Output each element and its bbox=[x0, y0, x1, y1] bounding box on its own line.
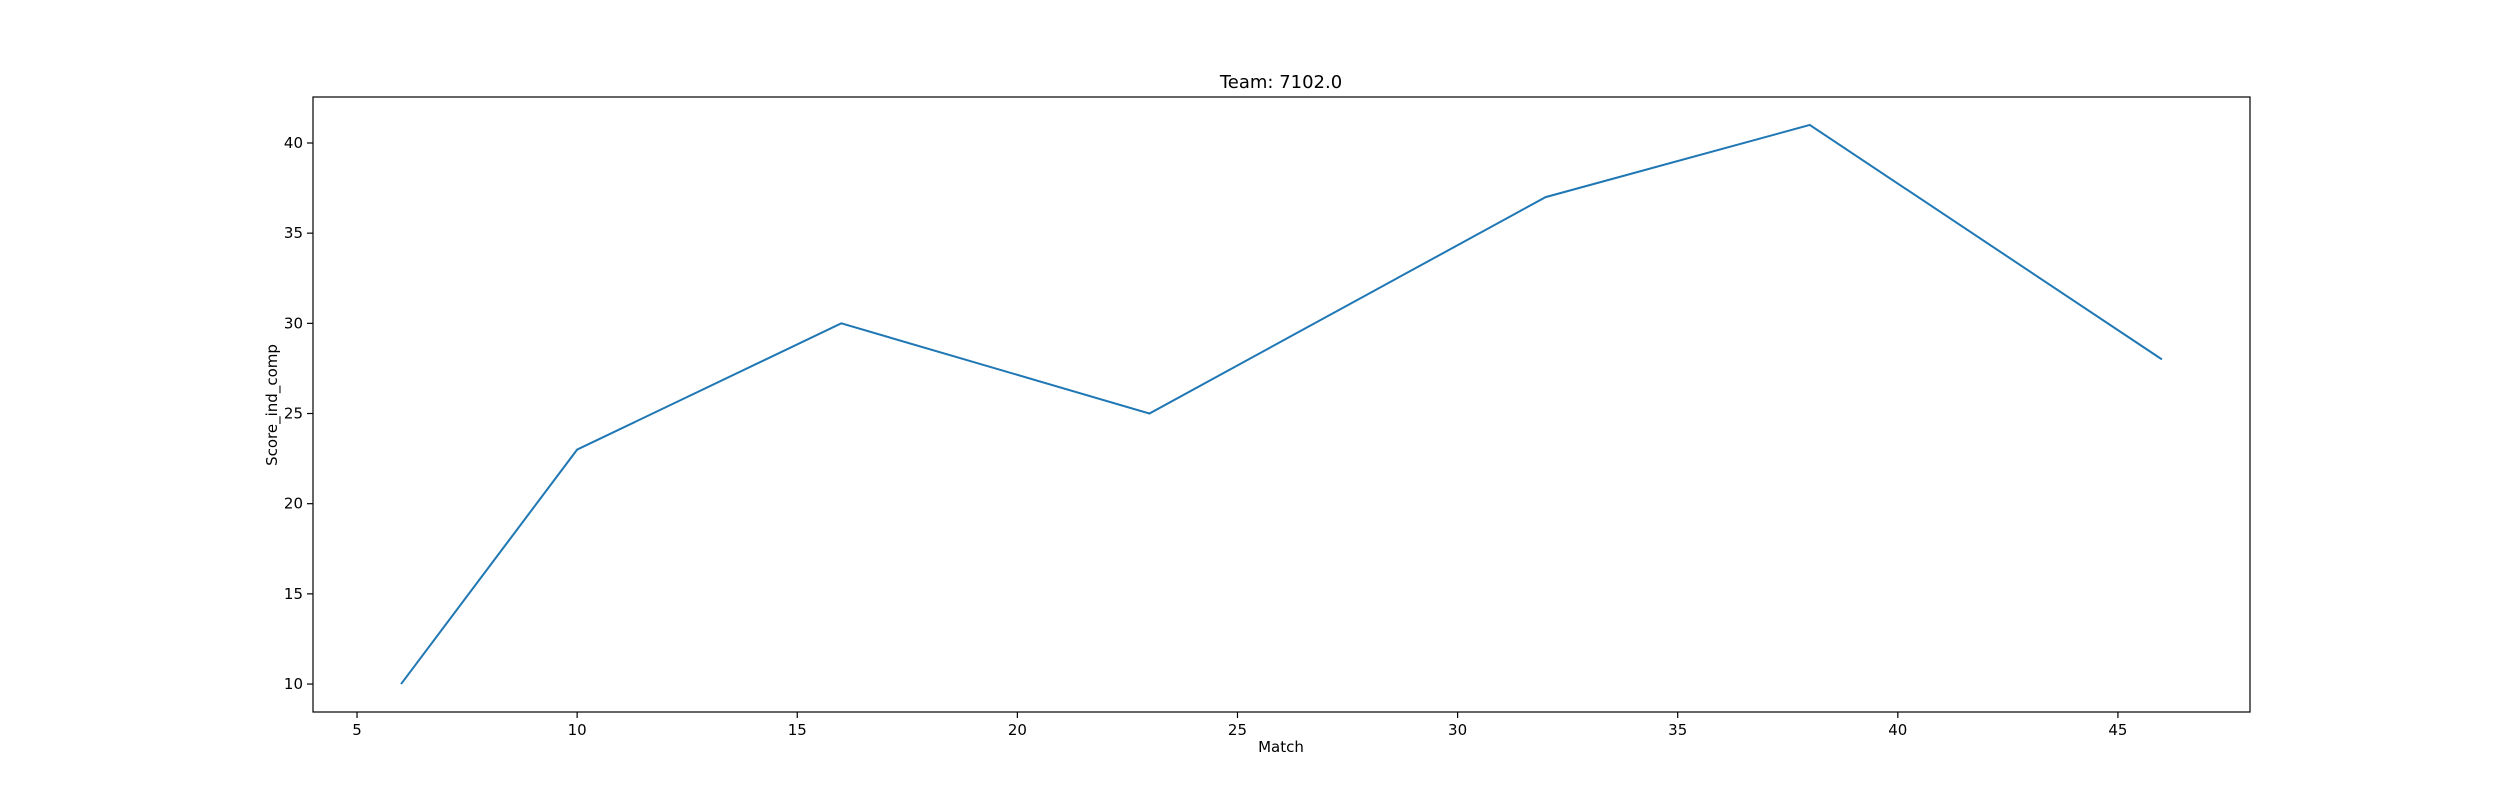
x-axis-ticks: 5 10 15 20 25 30 35 40 45 bbox=[352, 712, 2127, 739]
y-tick-label: 25 bbox=[284, 405, 303, 423]
data-point bbox=[1148, 413, 1150, 415]
plot-area bbox=[400, 123, 2163, 685]
y-axis-label: Score_ind_comp bbox=[263, 344, 282, 466]
data-point bbox=[1809, 124, 1811, 126]
x-tick-label: 35 bbox=[1668, 721, 1687, 739]
y-tick-label: 15 bbox=[284, 585, 303, 603]
x-tick-label: 20 bbox=[1008, 721, 1027, 739]
y-tick-label: 35 bbox=[284, 224, 303, 242]
x-tick-label: 40 bbox=[1888, 721, 1907, 739]
x-axis-label: Match bbox=[1258, 738, 1304, 756]
data-point bbox=[576, 449, 578, 451]
y-tick-label: 40 bbox=[284, 134, 303, 152]
series-line bbox=[400, 123, 2163, 685]
data-point bbox=[1545, 196, 1547, 198]
x-tick-label: 10 bbox=[568, 721, 587, 739]
x-tick-label: 15 bbox=[788, 721, 807, 739]
y-tick-label: 20 bbox=[284, 495, 303, 513]
chart-title: Team: 7102.0 bbox=[1219, 72, 1342, 93]
data-point bbox=[840, 322, 842, 324]
plot-frame bbox=[312, 96, 2251, 713]
y-tick-label: 30 bbox=[284, 314, 303, 332]
x-tick-label: 25 bbox=[1228, 721, 1247, 739]
x-tick-label: 30 bbox=[1448, 721, 1467, 739]
x-tick-label: 45 bbox=[2108, 721, 2127, 739]
x-tick-label: 5 bbox=[352, 721, 362, 739]
data-point bbox=[2161, 358, 2163, 360]
y-tick-label: 10 bbox=[284, 675, 303, 693]
y-axis-ticks: 10 15 20 25 30 35 40 bbox=[284, 134, 313, 693]
data-point bbox=[400, 683, 402, 685]
